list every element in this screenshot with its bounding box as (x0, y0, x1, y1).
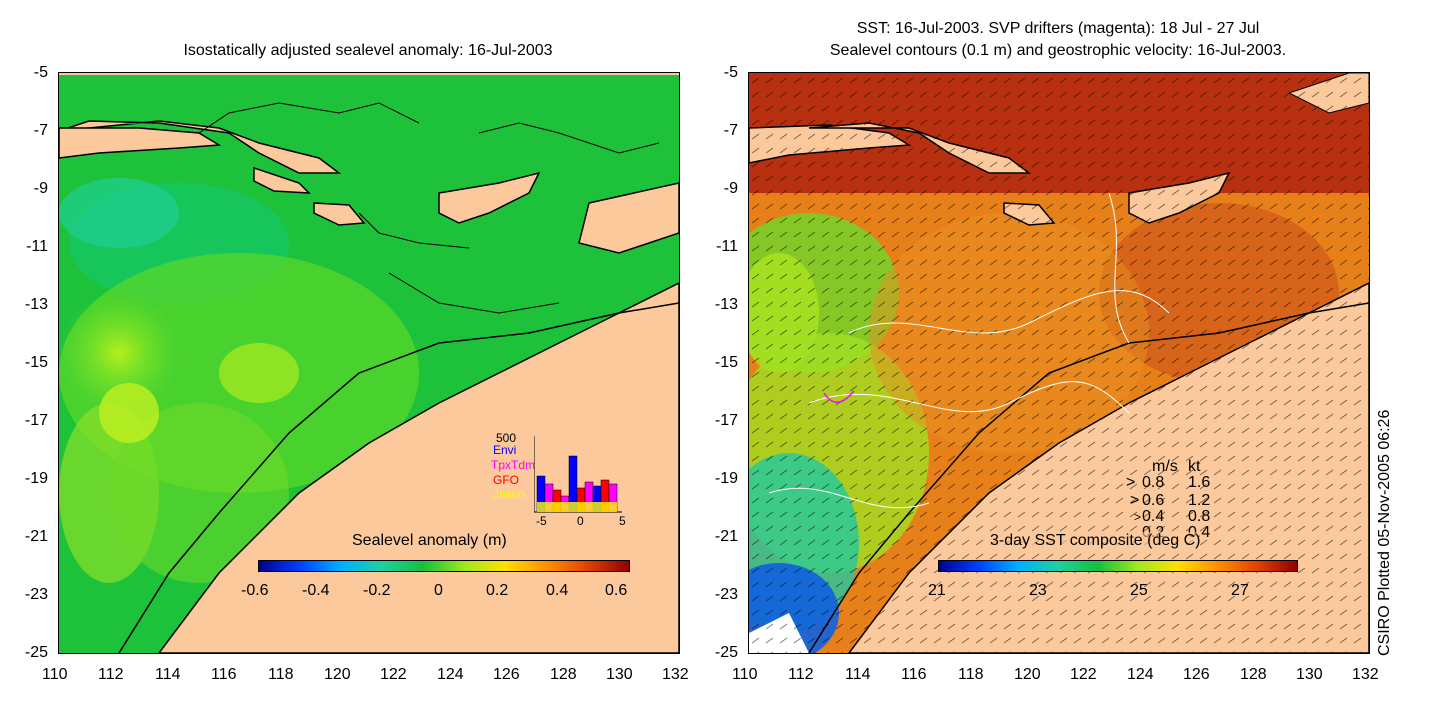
inset-x-tick: -5 (536, 514, 547, 528)
y-tick: -7 (723, 122, 738, 139)
legend-gfo: GFO (493, 473, 519, 487)
x-tick: 110 (732, 666, 758, 683)
x-tick: 126 (1183, 666, 1210, 683)
y-tick: -5 (723, 64, 738, 81)
legend-ms: 0.6 (1142, 492, 1165, 509)
right-map-title-line2: Sealevel contours (0.1 m) and geostrophi… (829, 42, 1287, 59)
y-tick: -21 (24, 528, 48, 545)
x-tick: 122 (1070, 666, 1097, 683)
x-tick: 130 (606, 666, 633, 683)
legend-arrow-icon: > (1126, 474, 1136, 491)
legend-ms: 0.4 (1142, 508, 1165, 525)
colorbar-tick: 0.6 (605, 582, 628, 599)
x-tick: 128 (1240, 666, 1267, 683)
colorbar-tick: 21 (928, 582, 946, 599)
y-tick: -15 (714, 354, 738, 371)
y-tick: -7 (33, 122, 48, 139)
legend-jason: Jason (493, 487, 526, 501)
x-tick: 118 (958, 666, 984, 683)
x-tick: 120 (324, 666, 351, 683)
legend-ms: 0.8 (1142, 474, 1165, 491)
right-colorbar-title: 3-day SST composite (deg C) (990, 532, 1201, 550)
y-tick: -11 (26, 238, 48, 255)
x-tick: 116 (901, 666, 927, 683)
y-tick: -23 (714, 586, 738, 603)
x-tick: 114 (155, 666, 181, 683)
left-colorbar-title: Sealevel anomaly (m) (352, 532, 507, 549)
x-tick: 132 (662, 666, 689, 683)
colorbar-tick: 0.4 (546, 582, 569, 599)
sst-colorbar (938, 560, 1298, 572)
x-tick: 112 (788, 666, 814, 683)
colorbar-tick: 23 (1029, 582, 1047, 599)
y-tick: -15 (24, 354, 48, 371)
y-tick: -25 (714, 644, 738, 661)
colorbar-tick: 0 (434, 582, 443, 599)
colorbar-tick: 0.2 (486, 582, 509, 599)
inset-x-tick: 0 (577, 514, 584, 528)
plot-credit: CSIRO Plotted 05-Nov-2005 06:26 (1376, 409, 1393, 656)
x-tick: 114 (845, 666, 871, 683)
y-tick: -21 (714, 528, 738, 545)
x-tick: 112 (98, 666, 124, 683)
colorbar-tick: -0.2 (363, 582, 391, 599)
y-tick: -5 (33, 64, 48, 81)
x-tick: 128 (550, 666, 577, 683)
legend-arrow-icon: > (1134, 510, 1142, 524)
x-tick: 124 (1127, 666, 1154, 683)
legend-header-ms: m/s (1152, 458, 1178, 475)
left-map-title: Isostatically adjusted sealevel anomaly:… (183, 42, 553, 59)
y-tick: -17 (24, 412, 48, 429)
x-tick: 116 (211, 666, 237, 683)
legend-tpxtdm: TpxTdm (491, 458, 536, 472)
y-tick: -19 (24, 470, 48, 487)
legend-kt: 1.6 (1188, 474, 1211, 491)
inset-x-tick: 5 (619, 514, 626, 528)
x-tick: 132 (1352, 666, 1379, 683)
y-tick: -13 (714, 296, 738, 313)
x-tick: 118 (268, 666, 294, 683)
sst-map (749, 73, 1369, 653)
x-tick: 126 (493, 666, 520, 683)
sealevel-colorbar (258, 560, 630, 572)
x-tick: 122 (380, 666, 407, 683)
y-tick: -17 (714, 412, 738, 429)
x-tick: 130 (1296, 666, 1323, 683)
legend-kt: 1.2 (1188, 492, 1211, 509)
right-map-panel (748, 72, 1370, 654)
legend-arrow-icon: > (1130, 492, 1140, 509)
x-tick: 110 (42, 666, 68, 683)
legend-header-kt: kt (1188, 458, 1201, 475)
colorbar-tick: 25 (1130, 582, 1148, 599)
y-tick: -13 (24, 296, 48, 313)
legend-kt: 0.8 (1188, 508, 1211, 525)
y-tick: -23 (24, 586, 48, 603)
x-tick: 120 (1014, 666, 1041, 683)
x-tick: 124 (437, 666, 464, 683)
y-tick: -19 (714, 470, 738, 487)
colorbar-tick: -0.6 (241, 582, 269, 599)
y-tick: -9 (33, 180, 48, 197)
inset-ymax-label: 500 (496, 431, 517, 445)
legend-envi: Envi (493, 443, 517, 457)
y-tick: -9 (723, 180, 738, 197)
right-map-title-line1: SST: 16-Jul-2003. SVP drifters (magenta)… (856, 20, 1260, 37)
y-tick: -11 (716, 238, 738, 255)
inset-bars (534, 436, 622, 513)
colorbar-tick: 27 (1231, 582, 1249, 599)
colorbar-tick: -0.4 (302, 582, 330, 599)
y-tick: -25 (24, 644, 48, 661)
